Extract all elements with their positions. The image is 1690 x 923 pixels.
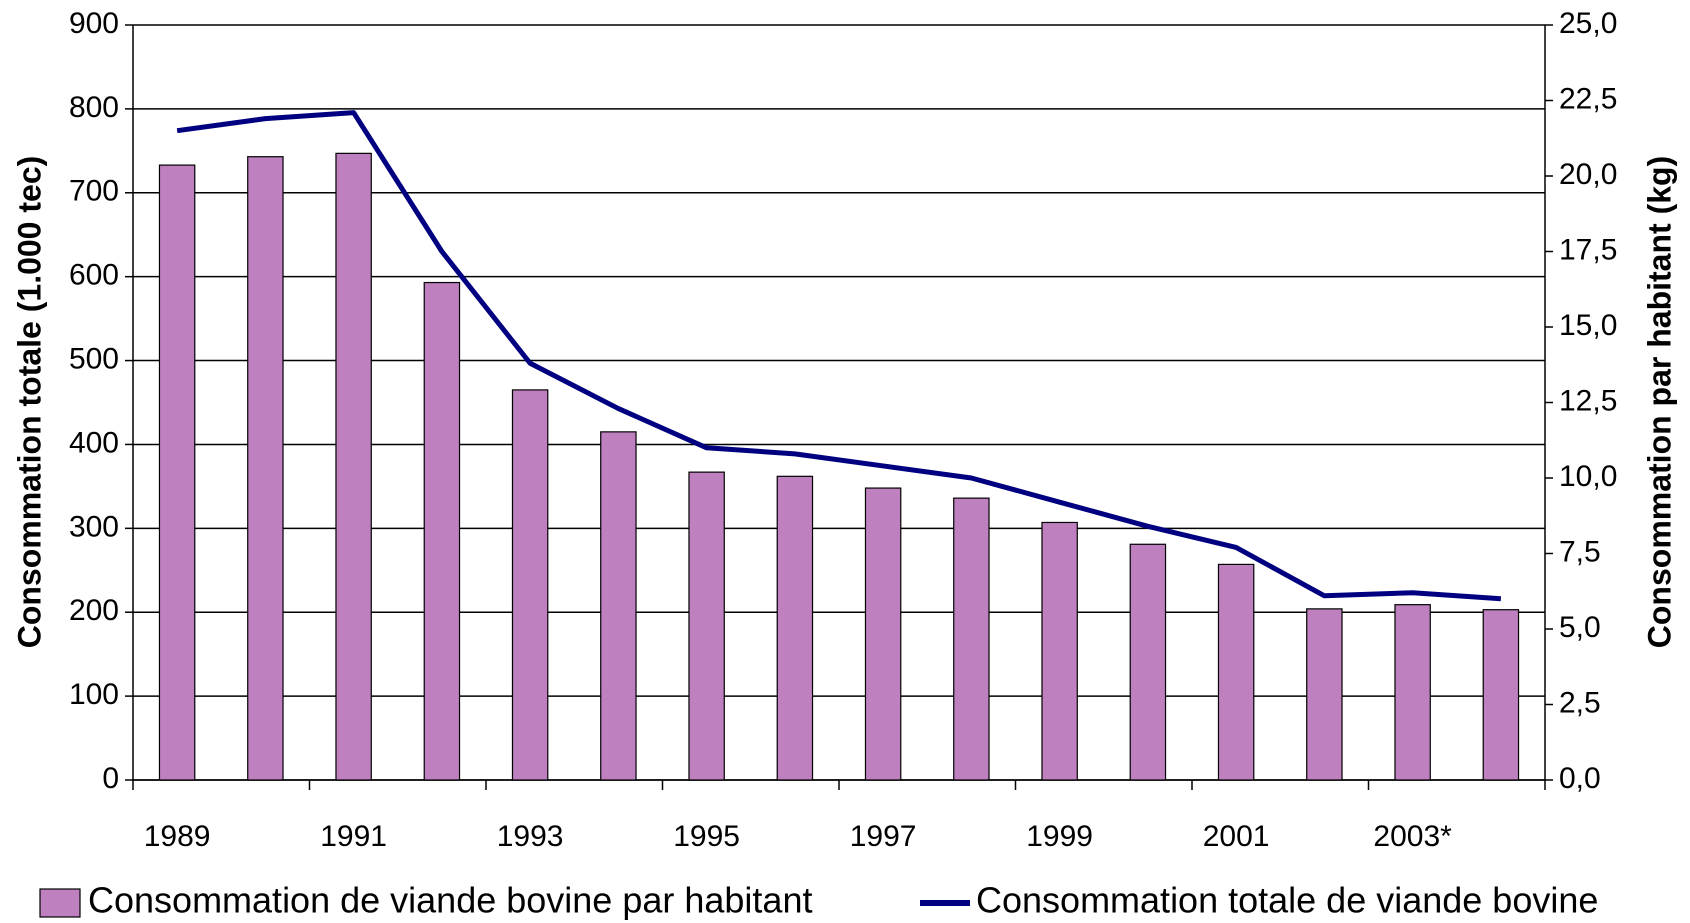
bar (1217, 563, 1255, 781)
x-tick-label: 1999 (1026, 820, 1093, 853)
bar (864, 487, 902, 781)
y2-tick-label: 17,5 (1559, 233, 1617, 266)
y2-tick-label: 20,0 (1559, 158, 1617, 191)
bar (776, 475, 814, 781)
y2-tick-label: 7,5 (1559, 535, 1601, 568)
x-tick-label: 1997 (850, 820, 917, 853)
bar (1129, 543, 1167, 781)
y2-axis-label: Consommation par habitant (kg) (1641, 156, 1677, 648)
x-tick-label: 1993 (497, 820, 564, 853)
x-tick-label: 1989 (144, 820, 211, 853)
y-tick-label: 800 (69, 91, 119, 124)
bar (1041, 521, 1078, 781)
bar (1482, 609, 1520, 781)
y2-tick-label: 2,5 (1559, 686, 1601, 719)
x-tick-label: 1995 (673, 820, 740, 853)
y2-tick-label: 15,0 (1559, 309, 1617, 342)
y-tick-label: 0 (102, 762, 119, 795)
legend-label: Consommation de viande bovine par habita… (88, 880, 812, 921)
y2-tick-label: 12,5 (1559, 384, 1617, 417)
x-tick-label: 2001 (1203, 820, 1270, 853)
y2-tick-label: 0,0 (1559, 762, 1601, 795)
legend-swatch (39, 888, 81, 918)
y-tick-label: 300 (69, 510, 119, 543)
y-tick-label: 400 (69, 426, 119, 459)
bar (688, 471, 725, 781)
bar (1306, 608, 1343, 781)
y2-tick-label: 22,5 (1559, 82, 1617, 115)
legend-label: Consommation totale de viande bovine (976, 880, 1598, 921)
y-tick-label: 200 (69, 594, 119, 627)
y-axis-label: Consommation totale (1.000 tec) (11, 156, 47, 649)
line (176, 110, 1502, 602)
y-tick-label: 600 (69, 259, 119, 292)
bar (423, 281, 461, 781)
y-tick-label: 100 (69, 678, 119, 711)
y2-tick-label: 25,0 (1559, 7, 1617, 40)
bar (1394, 604, 1431, 781)
x-tick-label: 1991 (320, 820, 387, 853)
bar (511, 389, 549, 781)
y-tick-label: 700 (69, 175, 119, 208)
bar (158, 164, 196, 781)
y-tick-label: 500 (69, 342, 119, 375)
y-tick-label: 900 (69, 7, 119, 40)
bar (600, 431, 637, 781)
bar (335, 152, 372, 781)
x-tick-label: 2003* (1373, 820, 1452, 853)
y2-tick-label: 5,0 (1559, 611, 1601, 644)
bar (953, 497, 990, 781)
bar (247, 156, 284, 781)
y2-tick-label: 10,0 (1559, 460, 1617, 493)
